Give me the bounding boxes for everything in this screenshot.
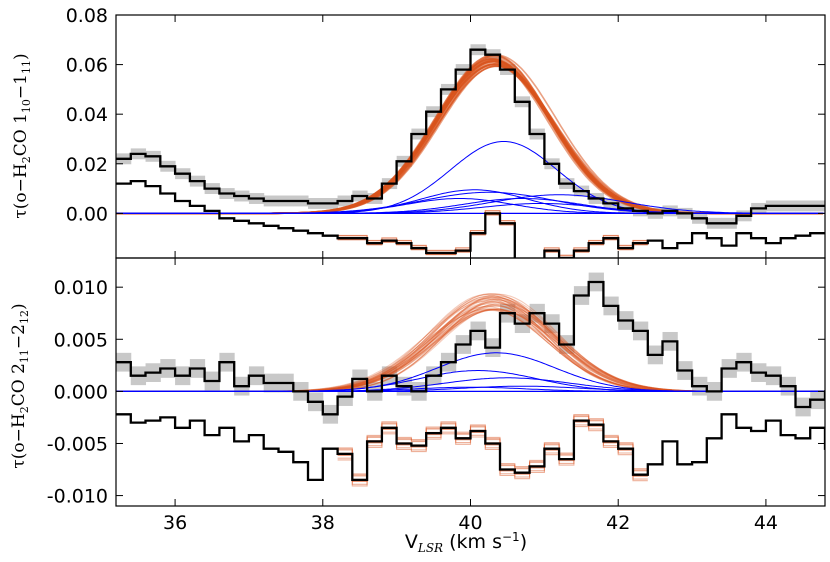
x-tick-labels: 36 38 40 42 44 — [163, 512, 778, 534]
residual-model-curve — [337, 421, 648, 483]
y-tick-label: 0.08 — [66, 5, 108, 27]
y-tick-label: 0.06 — [66, 55, 108, 77]
y-tick-label: 0.04 — [66, 104, 108, 126]
xlabel-sub: LSR — [417, 541, 443, 555]
residual-model-curve — [337, 413, 648, 475]
xlabel-mid: (km s — [443, 531, 502, 553]
component-1-curve — [116, 141, 823, 214]
bottom-observed-line — [116, 280, 825, 416]
component-5-curve — [116, 386, 823, 392]
uncertainty-segment — [825, 382, 830, 401]
top-ylabel-suffix: ) — [11, 53, 31, 60]
top-panel: 0.00 0.02 0.04 0.06 0.08 τ(o−H2CO 110−111) — [11, 5, 826, 259]
x-tick-label: 38 — [311, 512, 335, 534]
bottom-ylabel-suffix: ) — [9, 303, 29, 310]
bottom-ylabel-sub3: 12 — [18, 310, 31, 324]
bottom-plot-area — [116, 272, 830, 487]
top-ylabel-sub3: 11 — [20, 60, 33, 74]
top-ylabel-mid: CO 1 — [11, 113, 31, 156]
bottom-ylabel-sub1: 2 — [18, 406, 31, 413]
residual-model-curve — [337, 416, 648, 477]
y-tick-label: 0.000 — [54, 381, 108, 403]
bottom-ticks — [116, 258, 825, 506]
x-tick-label: 44 — [754, 512, 778, 534]
top-y-axis-title: τ(o−H2CO 110−111) — [11, 53, 33, 218]
x-axis-title: VLSR (km s−1) — [405, 530, 527, 555]
y-tick-label: -0.010 — [47, 486, 108, 508]
y-tick-label: 0.02 — [66, 154, 108, 176]
component-7-curve — [116, 198, 823, 214]
xlabel-sup: −1 — [502, 530, 520, 544]
bottom-ylabel-sub2: 11 — [18, 349, 31, 363]
bottom-ylabel-dash: −2 — [9, 324, 29, 349]
bottom-residual-line — [116, 413, 825, 482]
top-ylabel-sub2: 10 — [20, 99, 33, 113]
residual-model-curve — [337, 426, 648, 487]
bottom-y-tick-labels: -0.010 -0.005 0.000 0.005 0.010 — [47, 277, 108, 507]
residual-model-curve — [337, 424, 648, 485]
top-ylabel-dash: −1 — [11, 74, 31, 99]
y-tick-label: 0.010 — [54, 277, 108, 299]
y-tick-label: 0.005 — [54, 329, 108, 351]
bottom-y-axis-title: τ(o−H2CO 211−212) — [9, 303, 31, 468]
top-residual-line — [116, 179, 825, 258]
xlabel-suffix: ) — [520, 531, 527, 553]
xlabel-prefix: V — [405, 531, 418, 553]
bottom-ylabel-prefix: τ(o−H — [9, 413, 29, 468]
x-tick-label: 40 — [458, 512, 482, 534]
top-ylabel-sub1: 2 — [20, 156, 33, 163]
residual-model-curve — [337, 415, 648, 476]
bottom-ylabel-mid: CO 2 — [9, 363, 29, 406]
top-observed-line — [116, 48, 825, 225]
top-components — [116, 141, 825, 214]
residual-model-curve — [337, 420, 648, 482]
top-ylabel-prefix: τ(o−H — [11, 163, 31, 218]
bottom-uncertainty-band — [116, 272, 830, 424]
bottom-panel: -0.010 -0.005 0.000 0.005 0.010 36 38 40 42 44 τ… — [9, 257, 830, 555]
x-tick-label: 36 — [163, 512, 187, 534]
y-tick-label: 0.00 — [66, 203, 108, 225]
top-y-tick-labels: 0.00 0.02 0.04 0.06 0.08 — [66, 5, 108, 225]
top-plot-area — [116, 44, 825, 258]
top-ticks — [116, 14, 825, 258]
x-tick-label: 42 — [606, 512, 630, 534]
y-tick-label: -0.005 — [47, 433, 108, 455]
bottom-frame — [115, 257, 826, 507]
